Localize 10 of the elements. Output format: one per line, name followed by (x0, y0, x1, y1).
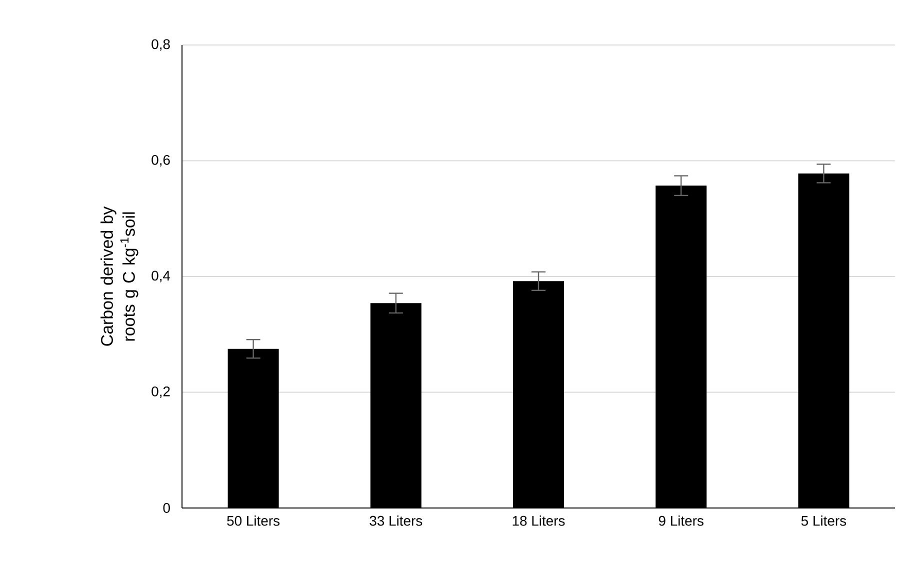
x-tick-label: 5 Liters (801, 516, 846, 526)
x-tick-label: 50 Liters (227, 516, 280, 526)
x-tick-label: 33 Liters (370, 516, 422, 526)
y-tick-label: 0,4 (152, 270, 170, 282)
y-tick-label: 0,8 (152, 39, 170, 51)
y-tick-label: 0,2 (152, 386, 170, 398)
x-tick-label: 9 Liters (658, 516, 704, 526)
y-tick-label: 0 (163, 503, 170, 513)
x-tick-label: 18 Liters (512, 516, 565, 526)
y-tick-label: 0,6 (152, 154, 170, 167)
